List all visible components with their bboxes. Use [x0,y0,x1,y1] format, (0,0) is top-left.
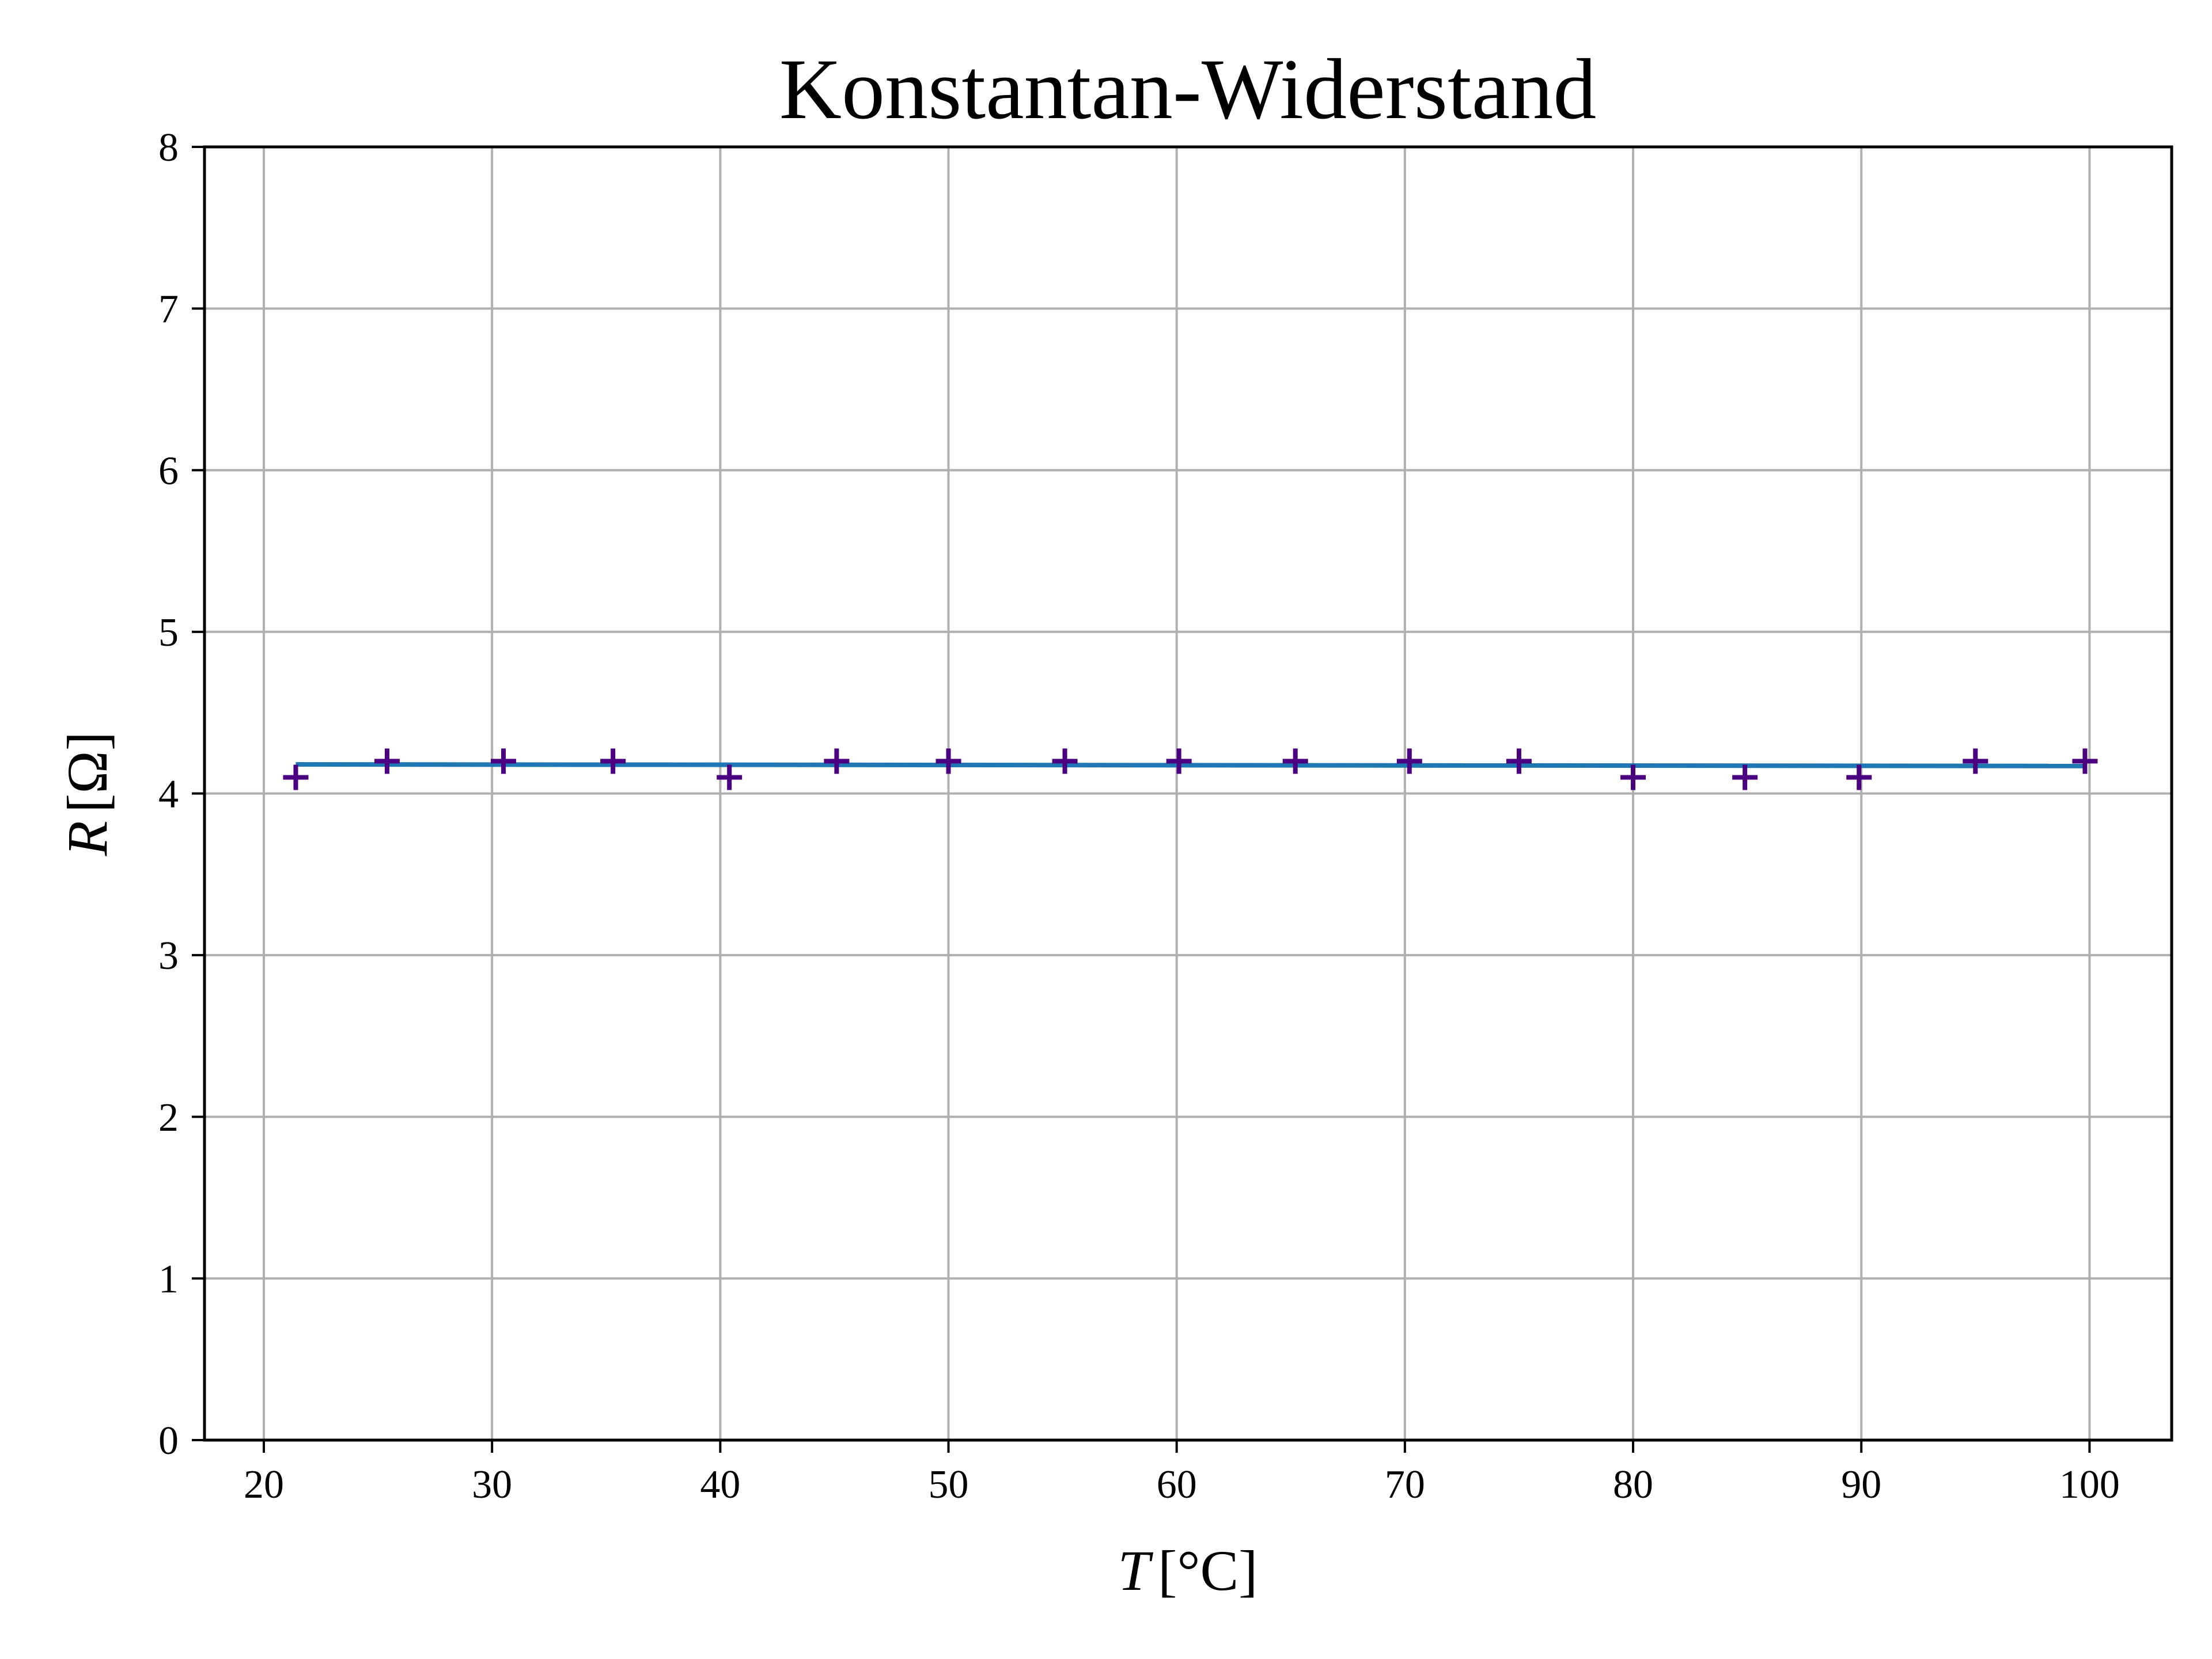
data-point [2072,748,2098,774]
y-tick-label: 4 [158,772,179,817]
y-tick-label: 5 [158,611,179,655]
x-tick-label: 100 [2059,1463,2120,1507]
data-point [600,748,626,774]
y-tick-label: 3 [158,934,179,978]
y-axis-symbol: R [55,821,119,857]
y-tick-label: 8 [158,126,179,170]
data-point [1506,748,1532,774]
data-point [1282,748,1308,774]
data-point [1963,748,1988,774]
data-point [824,748,850,774]
data-point [1620,764,1646,790]
x-tick-label: 50 [929,1463,969,1507]
data-point [935,748,961,774]
x-tick-label: 60 [1157,1463,1197,1507]
x-tick-label: 40 [700,1463,740,1507]
y-tick-label: 6 [158,449,179,493]
data-point [374,748,400,774]
data-point [283,764,309,790]
data-point [1166,748,1192,774]
y-axis-label: R [Ω] [55,732,119,857]
plot-data [283,748,2098,790]
x-tick-label: 80 [1613,1463,1653,1507]
chart-title: Konstantan-Widerstand [779,41,1597,137]
x-axis-unit: [°C] [1158,1539,1257,1603]
y-tick-label: 1 [158,1257,179,1301]
y-axis-unit: [Ω] [55,732,119,813]
data-point [1732,764,1758,790]
y-tick-label: 0 [158,1419,179,1463]
grid [204,146,2172,1441]
data-point [717,764,743,790]
x-tick-label: 70 [1385,1463,1425,1507]
x-axis-symbol: T [1118,1539,1154,1603]
y-tick-label: 7 [158,287,179,332]
data-point [1396,748,1422,774]
data-point [1052,748,1078,774]
x-tick-label: 90 [1841,1463,1881,1507]
fit-line [296,762,2085,768]
data-point [490,748,516,774]
x-tick-label: 30 [472,1463,512,1507]
axis-ticks: 20 30 40 50 60 70 80 90 100 0 1 2 3 4 5 6 7 8 [158,126,2120,1507]
y-tick-label: 2 [158,1096,179,1140]
x-tick-label: 20 [244,1463,284,1507]
data-point [1846,764,1872,790]
x-axis-label: T [°C] [1118,1539,1258,1603]
